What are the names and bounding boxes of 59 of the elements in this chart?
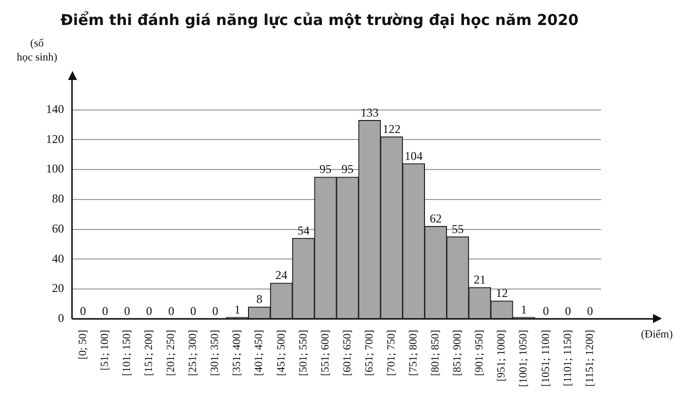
x-tick-label: [1101; 1150] <box>562 330 574 386</box>
x-tick-label: [551; 600] <box>319 330 332 376</box>
data-label: 0 <box>212 304 218 318</box>
x-tick-label: [701; 750] <box>385 330 398 376</box>
data-label: 0 <box>542 304 549 318</box>
x-tick-label: [1001; 1050] <box>518 330 530 388</box>
data-label: 133 <box>360 105 379 120</box>
data-label: 24 <box>275 268 288 282</box>
y-tick-label: 100 <box>46 162 64 176</box>
x-tick-label: [51; 100] <box>98 330 111 371</box>
data-label: 0 <box>168 304 174 318</box>
y-axis-title: (số học sinh) <box>16 37 58 64</box>
data-label: 95 <box>319 162 332 176</box>
x-tick-label: [851; 900] <box>452 330 464 376</box>
data-label: 55 <box>452 222 464 236</box>
data-label: 0 <box>124 304 130 318</box>
x-tick-label: [601; 650] <box>341 330 354 376</box>
y-tick-label: 40 <box>52 251 64 266</box>
x-tick-label: [401; 450] <box>253 330 266 376</box>
x-tick-label: [301; 350] <box>209 330 222 376</box>
x-tick-label: [501; 550] <box>297 330 310 376</box>
data-label: 122 <box>382 122 401 136</box>
x-tick-label: [151; 200] <box>143 330 156 376</box>
data-label: 12 <box>496 286 508 300</box>
y-tick-label: 20 <box>52 281 64 296</box>
x-tick-label: [901; 950] <box>474 330 486 376</box>
x-tick-label: [1151; 1200] <box>584 330 596 387</box>
x-tick-label: [1051; 1100] <box>540 330 552 387</box>
x-tick-label: [251; 300] <box>187 330 200 376</box>
x-tick-label: [801; 850] <box>430 330 442 376</box>
y-tick-label: 80 <box>52 192 64 206</box>
x-tick-label: [351; 400] <box>231 330 244 376</box>
y-tick-label: 140 <box>46 102 64 116</box>
x-tick-label: [451; 500] <box>275 330 288 376</box>
data-label: 62 <box>430 211 442 226</box>
y-tick-label: 60 <box>52 221 64 236</box>
x-axis-title: (Điểm) <box>641 328 674 340</box>
data-label: 95 <box>342 162 354 176</box>
data-label: 1 <box>520 302 527 317</box>
data-label: 54 <box>297 223 310 238</box>
data-label: 1 <box>234 302 240 317</box>
y-tick-label: 0 <box>58 311 64 326</box>
data-label: 0 <box>80 304 86 318</box>
x-tick-label: [951; 1000] <box>496 330 508 382</box>
x-tick-label: [751; 800] <box>408 330 420 376</box>
x-tick-label: [201; 250] <box>165 330 178 376</box>
x-tick-label: [0; 50] <box>76 330 89 360</box>
chart-title: Điểm thi đánh giá năng lực của một trường đại học năm 2020 <box>60 10 579 29</box>
data-label: 21 <box>474 272 486 287</box>
x-tick-label: [101; 150] <box>120 330 133 376</box>
data-label: 104 <box>404 148 423 163</box>
data-label: 8 <box>256 292 262 306</box>
data-label: 0 <box>190 304 196 318</box>
data-label: 0 <box>146 304 152 318</box>
data-label: 0 <box>586 304 593 318</box>
data-label: 0 <box>564 304 571 318</box>
y-tick-label: 120 <box>46 132 64 146</box>
x-tick-label: [651; 700] <box>363 330 376 376</box>
data-label: 0 <box>102 304 108 318</box>
